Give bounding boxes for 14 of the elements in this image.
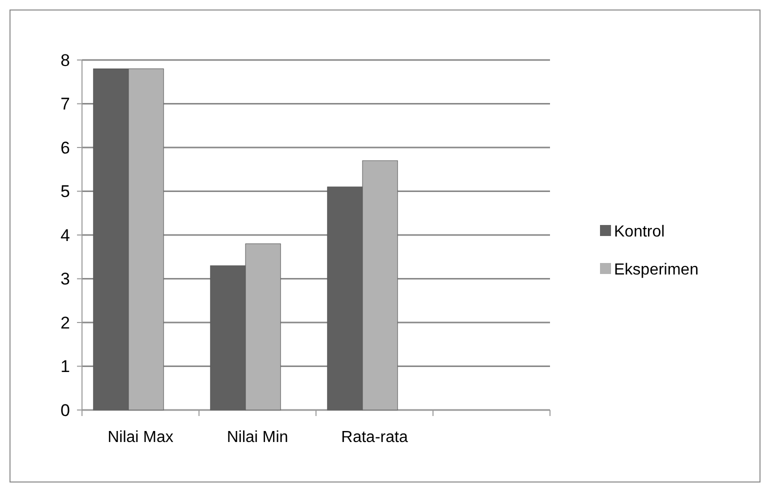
y-tick-label: 0: [60, 400, 70, 420]
y-tick-label: 5: [60, 182, 70, 202]
y-tick-label: 7: [60, 94, 70, 114]
y-tick-label: 6: [60, 138, 70, 158]
y-tick-label: 8: [60, 50, 70, 70]
y-tick-label: 3: [60, 270, 70, 289]
x-tick-label: Rata-rata: [341, 429, 408, 446]
legend-label: Kontrol: [614, 224, 665, 241]
y-tick-label: 2: [60, 313, 70, 332]
y-tick-label: 4: [60, 226, 70, 245]
y-tick-label: 1: [60, 357, 70, 376]
x-tick-label: Nilai Min: [226, 429, 288, 446]
x-tick-label: Nilai Max: [108, 429, 174, 446]
legend-label: Eksperimen: [614, 262, 698, 279]
